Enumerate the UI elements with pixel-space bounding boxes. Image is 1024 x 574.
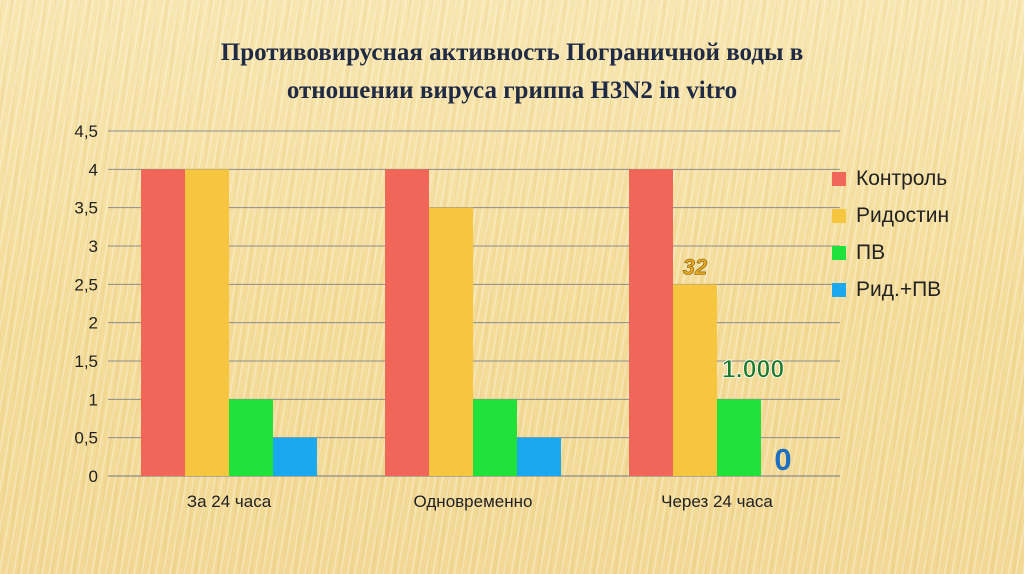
y-tick-label: 3,5 [74, 199, 98, 218]
bar [673, 284, 717, 476]
bar [229, 399, 273, 476]
legend-item: Рид.+ПВ [832, 271, 949, 308]
title-line-2: отношении вируса гриппа H3N2 in vitro [286, 77, 738, 104]
bar [185, 169, 229, 477]
legend-swatch [832, 245, 846, 260]
legend-swatch [832, 282, 846, 297]
legend-swatch [832, 171, 846, 186]
y-tick-label: 4,5 [74, 122, 98, 141]
y-tick-label: 2 [89, 314, 98, 333]
legend-label: Ридостин [856, 203, 950, 227]
bar [385, 169, 429, 477]
bar [273, 437, 317, 476]
legend-label: Рид.+ПВ [856, 277, 942, 301]
bar [141, 169, 185, 477]
y-tick-label: 1 [89, 390, 98, 409]
legend-item: ПВ [832, 234, 949, 271]
y-tick-label: 4 [89, 160, 98, 179]
chart-title: Противовирусная активность Пограничной в… [0, 34, 1024, 110]
y-tick-label: 3 [89, 237, 98, 256]
data-label: 32 [683, 254, 708, 279]
data-label: 1.000 [722, 355, 785, 383]
y-tick-label: 2,5 [74, 275, 98, 294]
x-tick-label: Одновременно [414, 492, 533, 511]
bar [717, 399, 761, 476]
legend-item: Ридостин [832, 197, 949, 234]
bar [629, 169, 673, 477]
title-line-1: Противовирусная активность Пограничной в… [220, 39, 804, 66]
y-tick-label: 0,5 [74, 429, 98, 448]
data-label: 0 [774, 442, 791, 477]
bar [429, 207, 473, 476]
y-tick-label: 1,5 [74, 352, 98, 371]
chart-legend: Контроль Ридостин ПВ Рид.+ПВ [832, 160, 949, 308]
bar [517, 437, 561, 476]
x-tick-label: Через 24 часа [661, 492, 773, 511]
bar [473, 399, 517, 476]
x-tick-label: За 24 часа [187, 492, 272, 511]
legend-label: ПВ [856, 240, 886, 264]
legend-item: Контроль [832, 160, 949, 197]
legend-label: Контроль [856, 166, 948, 190]
legend-swatch [832, 208, 846, 223]
y-tick-label: 0 [89, 467, 98, 486]
